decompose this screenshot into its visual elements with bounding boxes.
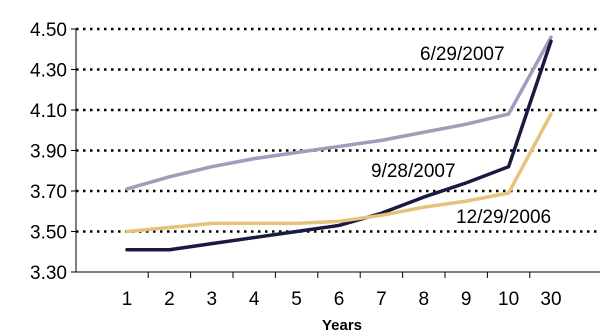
x-tick-label: 8	[419, 289, 430, 310]
x-tick-label: 2	[164, 289, 175, 310]
series-line-9-28-2007	[125, 39, 553, 252]
y-tick-label: 3.70	[30, 182, 67, 203]
x-tick-label: 7	[376, 289, 387, 310]
x-tick-label: 5	[291, 289, 302, 310]
x-tick-label: 10	[498, 289, 519, 310]
y-tick-label: 4.30	[30, 61, 67, 82]
x-axis-title: Years	[322, 317, 362, 334]
series-lines	[125, 35, 553, 252]
y-tick-label: 3.50	[30, 223, 67, 244]
series-label-9-28-2007: 9/28/2007	[371, 161, 456, 182]
series-line-12-29-2006	[125, 112, 553, 234]
series-labels: 6/29/2007 9/28/2007 12/29/2006	[371, 44, 551, 228]
y-tick-label: 4.10	[30, 101, 67, 122]
series-label-12-29-2006: 12/29/2006	[456, 207, 551, 228]
y-tick-label: 3.30	[30, 263, 67, 284]
x-tick-label: 4	[249, 289, 260, 310]
x-axis: 1 2 3 4 5 6 7 8 9 10 30	[76, 271, 600, 310]
y-axis: 3.30 3.50 3.70 3.90 4.10 4.30 4.50	[30, 20, 77, 284]
y-tick-label: 3.90	[30, 142, 67, 163]
x-tick-label: 3	[207, 289, 218, 310]
x-tick-label: 1	[122, 289, 133, 310]
series-line-6-29-2007	[125, 35, 553, 191]
series-label-6-29-2007: 6/29/2007	[420, 44, 505, 65]
x-tick-label: 6	[334, 289, 345, 310]
x-tick-label: 9	[461, 289, 472, 310]
y-tick-label: 4.50	[30, 20, 67, 41]
x-tick-label: 30	[540, 289, 561, 310]
